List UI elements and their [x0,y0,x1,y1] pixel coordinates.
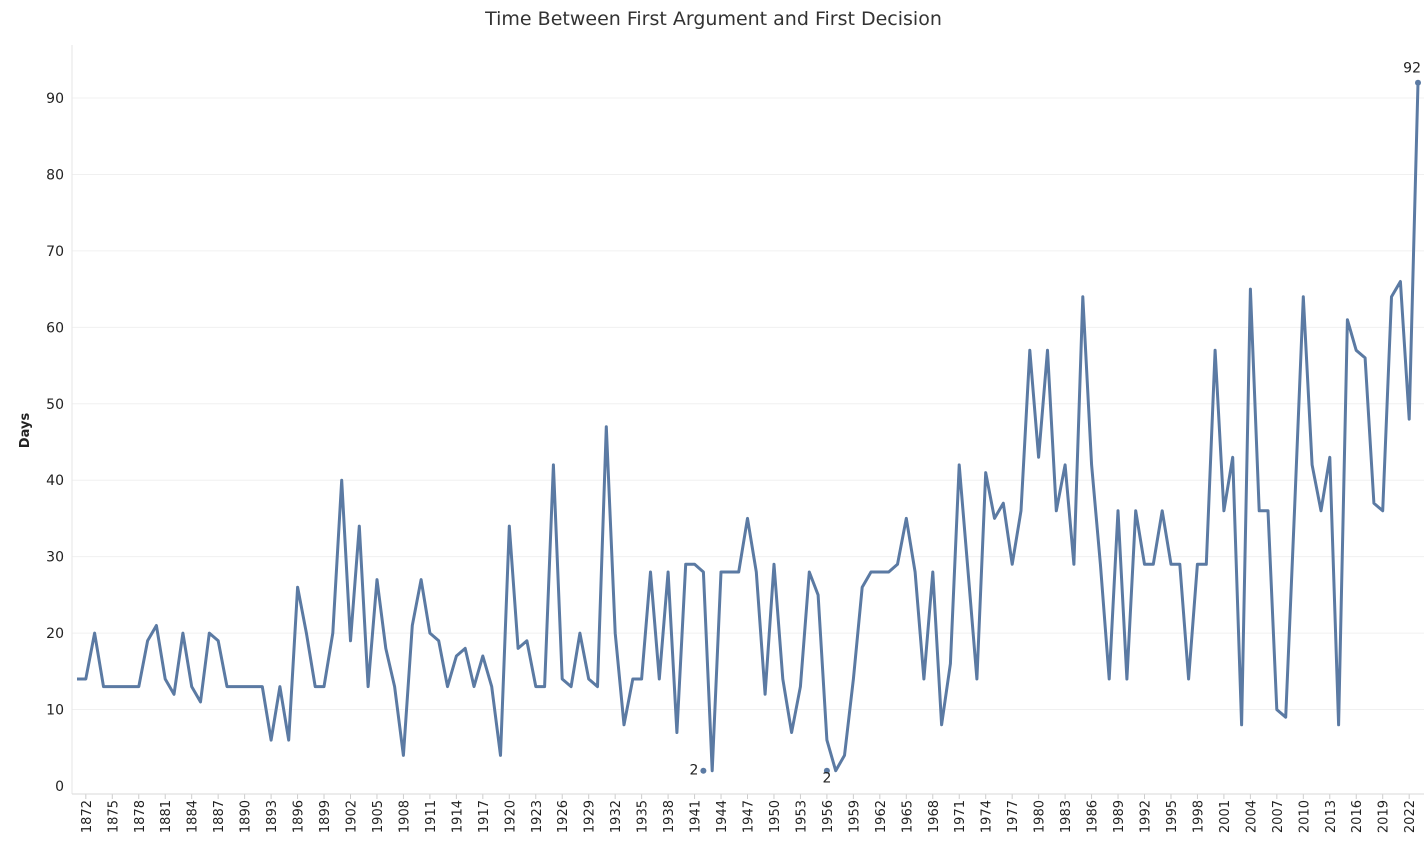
x-tick-label: 1929 [583,800,598,833]
x-tick-label: 1986 [1086,800,1101,833]
x-tick-label: 1953 [794,800,809,833]
x-tick-label: 1899 [318,800,333,833]
data-label: 92 [1403,61,1421,77]
x-tick-label: 1950 [768,800,783,833]
x-tick-label: 1965 [900,800,915,833]
x-tick-label: 1905 [371,800,386,833]
x-tick-label: 1878 [133,800,148,833]
x-tick-label: 2016 [1350,800,1365,833]
x-tick-label: 1941 [689,800,704,833]
series-line [77,82,1420,773]
chart-title: Time Between First Argument and First De… [485,8,942,30]
x-tick-label: 1995 [1165,800,1180,833]
x-tick-label: 1983 [1059,800,1074,833]
x-tick-label: 2007 [1271,800,1286,833]
x-tick-label: 1914 [450,800,465,833]
x-tick-label: 1968 [927,800,942,833]
y-tick-label: 10 [46,703,64,719]
x-tick-label: 1977 [1006,800,1021,833]
x-tick-label: 1890 [239,800,254,833]
x-tick-label: 1935 [636,800,651,833]
annotation-point [823,767,830,774]
x-tick-label: 1893 [265,800,280,833]
y-tick-label: 90 [46,91,64,107]
x-tick-label: 1971 [953,800,968,833]
x-tick-label: 1923 [530,800,545,833]
x-tick-label: 1980 [1033,800,1048,833]
x-tick-label: 1920 [503,800,518,833]
x-tick-label: 1875 [106,800,121,833]
x-tick-label: 2001 [1218,800,1233,833]
annotation-point [1415,79,1421,86]
x-tick-label: 1938 [662,800,677,833]
y-tick-label: 50 [46,397,64,413]
annotation-point [700,767,707,774]
x-tick-label: 1992 [1139,800,1154,833]
x-tick-label: 1911 [424,800,439,833]
x-tick-label: 1944 [715,800,730,833]
x-tick-label: 1887 [212,800,227,833]
x-tick-label: 1872 [80,800,95,833]
y-tick-label: 30 [46,550,64,566]
x-tick-label: 1932 [609,800,624,833]
x-tick-label: 2004 [1244,800,1259,833]
x-tick-label: 1917 [477,800,492,833]
x-tick-label: 1902 [344,800,359,833]
y-tick-label: 60 [46,320,64,336]
y-axis-ticks: 0 10 20 30 40 50 60 70 80 90 [46,91,64,795]
x-tick-label: 1962 [874,800,889,833]
x-tick-label: 1947 [742,800,757,833]
x-tick-label: 1989 [1112,800,1127,833]
x-tick-label: 1956 [821,800,836,833]
x-tick-label: 1974 [980,800,995,833]
x-tick-label: 1881 [159,800,174,833]
data-label: 2 [822,771,831,787]
x-tick-label: 2019 [1377,800,1392,833]
x-tick-label: 1998 [1191,800,1206,833]
gridlines [72,97,1424,711]
x-axis-ticks: 1872 1875 1878 1881 1884 1887 1890 1893 1896 1899… [80,794,1418,833]
y-tick-label: 20 [46,626,64,642]
y-tick-label: 70 [46,244,64,260]
x-tick-label: 2022 [1403,800,1418,833]
annotations: 2 2 92 [689,61,1421,787]
y-tick-label: 80 [46,167,64,183]
x-tick-label: 1896 [292,800,307,833]
x-tick-label: 1908 [397,800,412,833]
x-tick-label: 2013 [1324,800,1339,833]
series-group [77,82,1420,773]
y-tick-label: 0 [55,779,64,795]
x-tick-label: 1884 [186,800,201,833]
data-label: 2 [689,763,698,779]
x-tick-label: 2010 [1297,800,1312,833]
x-tick-label: 1926 [556,800,571,833]
x-tick-label: 1959 [847,800,862,833]
y-tick-label: 40 [46,473,64,489]
